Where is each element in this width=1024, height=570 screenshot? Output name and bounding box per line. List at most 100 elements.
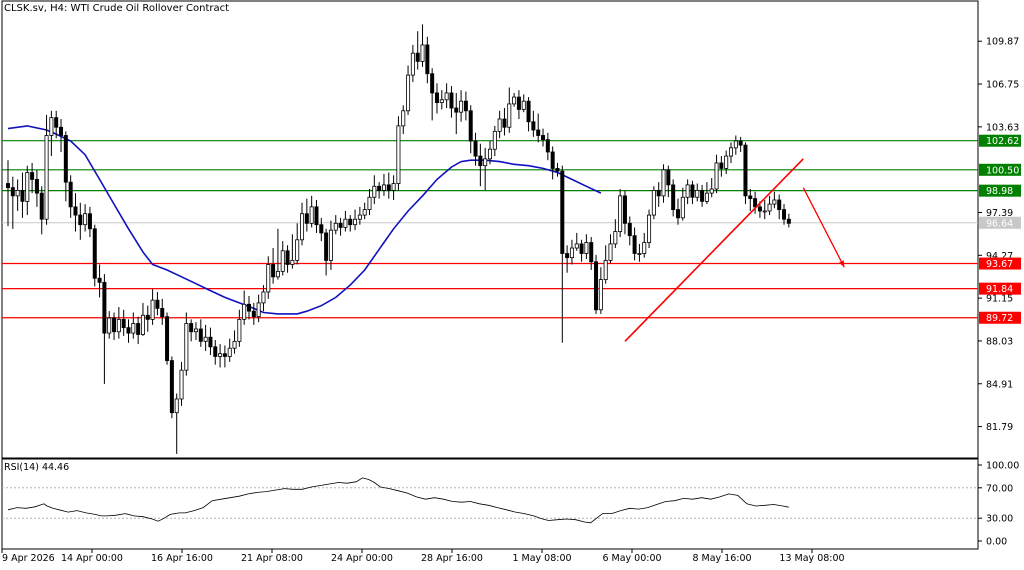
candle-body [304,213,309,224]
candle-body [786,218,791,224]
candle-body [598,279,603,311]
candle-body [772,199,777,205]
candle-body [145,314,150,320]
x-tick-label: 9 Apr 2026 [2,553,55,564]
candle-body [116,318,121,333]
candle-body [729,147,734,157]
level-price-label: 91.84 [986,284,1013,295]
candle-body [719,162,724,169]
candle-body [733,140,738,149]
candle-body [642,242,647,254]
candle-body [367,196,372,211]
candle-body [613,231,618,245]
candle-body [107,317,112,334]
y-tick-label: 88.03 [986,336,1013,347]
candle-body [531,121,536,131]
candle-body [777,199,782,211]
candle-body [150,299,155,320]
level-price-tag [979,163,1021,176]
candle-body [319,224,324,234]
candle-body [647,214,652,243]
candle-body [695,189,700,198]
level-price-label: 93.67 [986,259,1013,270]
candle-body [295,239,300,261]
candle-body [386,184,391,191]
candle-body [738,140,743,146]
candle-body [492,130,497,150]
candle-body [526,100,531,123]
candle-body [256,302,261,318]
candle-body [73,206,78,216]
candle-body [49,117,54,136]
candle-body [246,303,251,312]
projection-arrow-line [802,187,845,268]
candle-body [232,340,237,349]
candle-body [704,192,709,202]
y-tick-label: 109.87 [986,37,1019,48]
y-tick-label: 84.91 [986,379,1013,390]
candle-body [401,110,406,127]
rsi-tick-label: 100.00 [986,461,1019,472]
candle-body [627,222,632,237]
candle-body [502,118,507,128]
candle-body [584,242,589,254]
candle-body [338,222,343,228]
chart-title: CLSK.sv, H4: WTI Crude Oil Rollover Cont… [4,3,230,14]
candle-body [266,264,271,293]
candle-body [675,209,680,219]
candle-body [521,100,526,110]
candle-body [762,210,767,213]
x-tick-label: 6 May 00:00 [602,553,661,564]
candle-body [545,139,550,153]
y-tick-label: 81.79 [986,422,1013,433]
candle-body [685,184,690,198]
candle-body [198,328,203,342]
level-price-tag [979,184,1021,197]
candle-body [487,148,492,160]
candle-body [589,242,594,263]
rsi-tick-label: 0.00 [986,537,1007,548]
candle-body [449,92,454,109]
candle-body [651,189,656,216]
candle-body [430,73,435,94]
candle-body [102,281,107,334]
candle-body [439,99,444,103]
candle-body [362,209,367,216]
candle-body [165,316,170,361]
x-tick-label: 21 Apr 08:00 [241,553,303,564]
candle-body [59,126,64,136]
candle-body [574,243,579,249]
candle-body [757,206,762,212]
candle-body [420,44,425,62]
candle-body [603,259,608,280]
candle-body [280,250,285,272]
x-tick-label: 8 May 16:00 [692,553,751,564]
candle-body [425,44,430,75]
y-tick-label: 106.75 [986,80,1019,91]
rsi-tick-label: 70.00 [986,483,1013,494]
current-price-label: 96.64 [986,218,1013,229]
candle-body [353,218,358,226]
candle-body [724,155,729,169]
x-tick-label: 16 Apr 16:00 [151,553,213,564]
level-price-label: 100.50 [986,165,1019,176]
candle-body [10,187,15,197]
candle-body [483,158,488,167]
candle-body [160,308,165,318]
candle-body [140,314,145,335]
candle-body [377,185,382,191]
candle-body [622,195,627,224]
candle-body [92,228,97,279]
candle-body [536,129,541,136]
candle-body [343,218,348,228]
candle-body [189,323,194,333]
candle-body [637,253,642,255]
candle-body [473,140,478,157]
candle-body [309,206,314,224]
candle-body [348,218,353,226]
candle-body [155,299,160,309]
candle-body [203,336,208,342]
candle-body [690,184,695,198]
candle-body [169,360,174,414]
candle-body [30,172,35,180]
